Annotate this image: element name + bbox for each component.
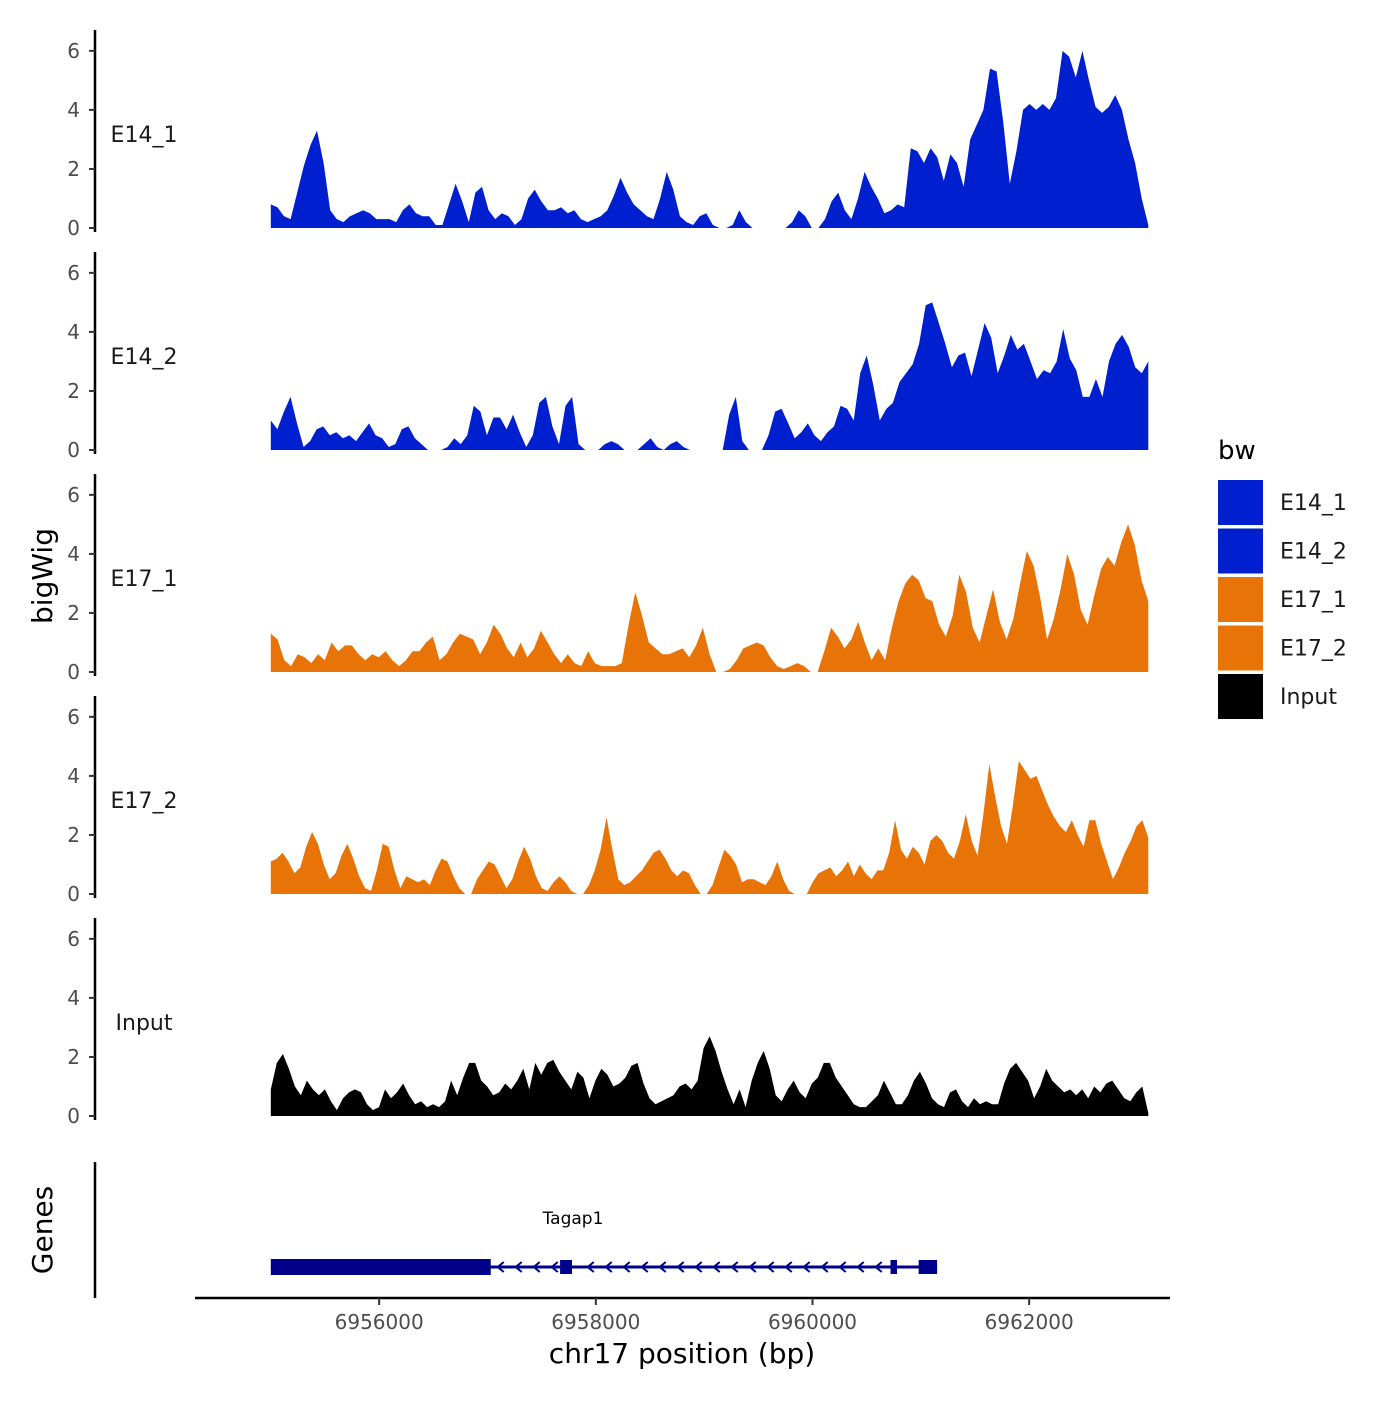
gene-exon <box>890 1260 897 1274</box>
y-tick-label: 0 <box>67 438 80 462</box>
gene-name-label: Tagap1 <box>542 1209 604 1229</box>
strand-arrow <box>604 1261 613 1273</box>
y-tick-label: 4 <box>67 320 80 344</box>
y-tick-label: 4 <box>67 986 80 1010</box>
coverage-area-input <box>270 1036 1149 1116</box>
legend-entry: Input <box>1218 674 1337 719</box>
strand-arrow <box>838 1261 847 1273</box>
track-e17-2: 0 2 4 6 E17_2 <box>67 696 1149 906</box>
y-tick-label: 6 <box>67 705 80 729</box>
y-tick-label: 0 <box>67 216 80 240</box>
genes-panel: Genes Tagap1 <box>26 1162 938 1298</box>
x-axis-ticks: 6956000 6958000 6960000 6962000 <box>335 1298 1074 1334</box>
y-tick-label: 4 <box>67 98 80 122</box>
gene-exon <box>918 1260 938 1274</box>
strand-arrow <box>748 1261 757 1273</box>
x-axis: 6956000 6958000 6960000 6962000 chr17 posit… <box>195 1296 1170 1370</box>
legend-items: E14_1 E14_2 E17_1 E17_2 Input <box>1218 480 1347 719</box>
legend-swatch <box>1218 625 1263 671</box>
legend-title: bw <box>1218 436 1256 466</box>
y-tick-label: 6 <box>67 261 80 285</box>
coverage-area-e17-2 <box>270 761 1149 894</box>
legend: bw E14_1 E14_2 E17_1 E17_2 Input <box>1218 436 1347 719</box>
track-e14-1: 0 2 4 6 E14_1 <box>67 30 1149 240</box>
legend-entry: E17_1 <box>1218 577 1347 622</box>
legend-label: E14_2 <box>1280 540 1347 565</box>
strand-arrow <box>676 1261 685 1273</box>
strand-arrow <box>856 1261 865 1273</box>
y-tick-label: 2 <box>67 823 80 847</box>
y-tick-label: 2 <box>67 601 80 625</box>
coverage-area-e14-2 <box>270 302 1149 450</box>
x-tick-label: 6956000 <box>335 1310 424 1334</box>
y-tick-label: 2 <box>67 157 80 181</box>
legend-swatch <box>1218 480 1263 525</box>
legend-swatch <box>1218 674 1263 719</box>
y-tick-label: 2 <box>67 379 80 403</box>
track-e14-2: 0 2 4 6 E14_2 <box>67 252 1149 462</box>
x-tick-label: 6960000 <box>768 1310 857 1334</box>
strand-arrow <box>694 1261 703 1273</box>
strand-arrow <box>712 1261 721 1273</box>
strand-arrow <box>874 1261 883 1273</box>
y-tick-label: 6 <box>67 483 80 507</box>
track-input: 0 2 4 6 Input <box>67 918 1149 1128</box>
strand-arrow <box>496 1261 505 1273</box>
legend-entry: E14_2 <box>1218 528 1347 574</box>
track-label: E14_1 <box>111 123 178 148</box>
gene-exon <box>560 1260 572 1274</box>
strand-arrow <box>514 1261 523 1273</box>
strand-arrow <box>532 1261 541 1273</box>
legend-entry: E17_2 <box>1218 625 1347 671</box>
track-label: E17_2 <box>111 789 178 814</box>
x-tick-label: 6958000 <box>551 1310 640 1334</box>
y-tick-label: 4 <box>67 542 80 566</box>
x-axis-title: chr17 position (bp) <box>549 1337 815 1370</box>
track-label: E14_2 <box>111 345 178 370</box>
gene-exon <box>270 1259 491 1275</box>
y-tick-label: 6 <box>67 927 80 951</box>
legend-entry: E14_1 <box>1218 480 1347 525</box>
y-axis-title: bigWig <box>26 528 59 624</box>
strand-arrow <box>640 1261 649 1273</box>
legend-swatch <box>1218 528 1263 574</box>
x-tick-label: 6962000 <box>985 1310 1074 1334</box>
strand-arrow <box>802 1261 811 1273</box>
track-e17-1: 0 2 4 6 E17_1 <box>67 474 1149 684</box>
legend-label: E17_1 <box>1280 588 1347 613</box>
genes-axis-title: Genes <box>26 1186 59 1274</box>
gene-model <box>270 1259 938 1275</box>
strand-arrow <box>550 1261 559 1273</box>
legend-swatch <box>1218 577 1263 622</box>
y-tick-label: 0 <box>67 660 80 684</box>
strand-arrow <box>820 1261 829 1273</box>
legend-label: E14_1 <box>1280 491 1347 516</box>
strand-arrow <box>730 1261 739 1273</box>
y-tick-label: 0 <box>67 882 80 906</box>
legend-label: Input <box>1280 685 1337 710</box>
y-tick-label: 6 <box>67 39 80 63</box>
y-tick-label: 0 <box>67 1104 80 1128</box>
coverage-area-e17-1 <box>270 524 1149 672</box>
y-tick-label: 4 <box>67 764 80 788</box>
coverage-tracks: 0 2 4 6 E14_1 0 2 4 6 E14_2 0 2 4 6 E17_1 0 2 4 6 E17_2 0 2 4 6… <box>67 30 1149 1128</box>
y-tick-label: 2 <box>67 1045 80 1069</box>
track-label: Input <box>116 1011 173 1036</box>
strand-arrow <box>622 1261 631 1273</box>
strand-arrow <box>586 1261 595 1273</box>
legend-label: E17_2 <box>1280 637 1347 662</box>
strand-arrow <box>766 1261 775 1273</box>
strand-arrow <box>784 1261 793 1273</box>
coverage-area-e14-1 <box>270 50 1149 229</box>
track-label: E17_1 <box>111 567 178 592</box>
strand-arrow <box>658 1261 667 1273</box>
